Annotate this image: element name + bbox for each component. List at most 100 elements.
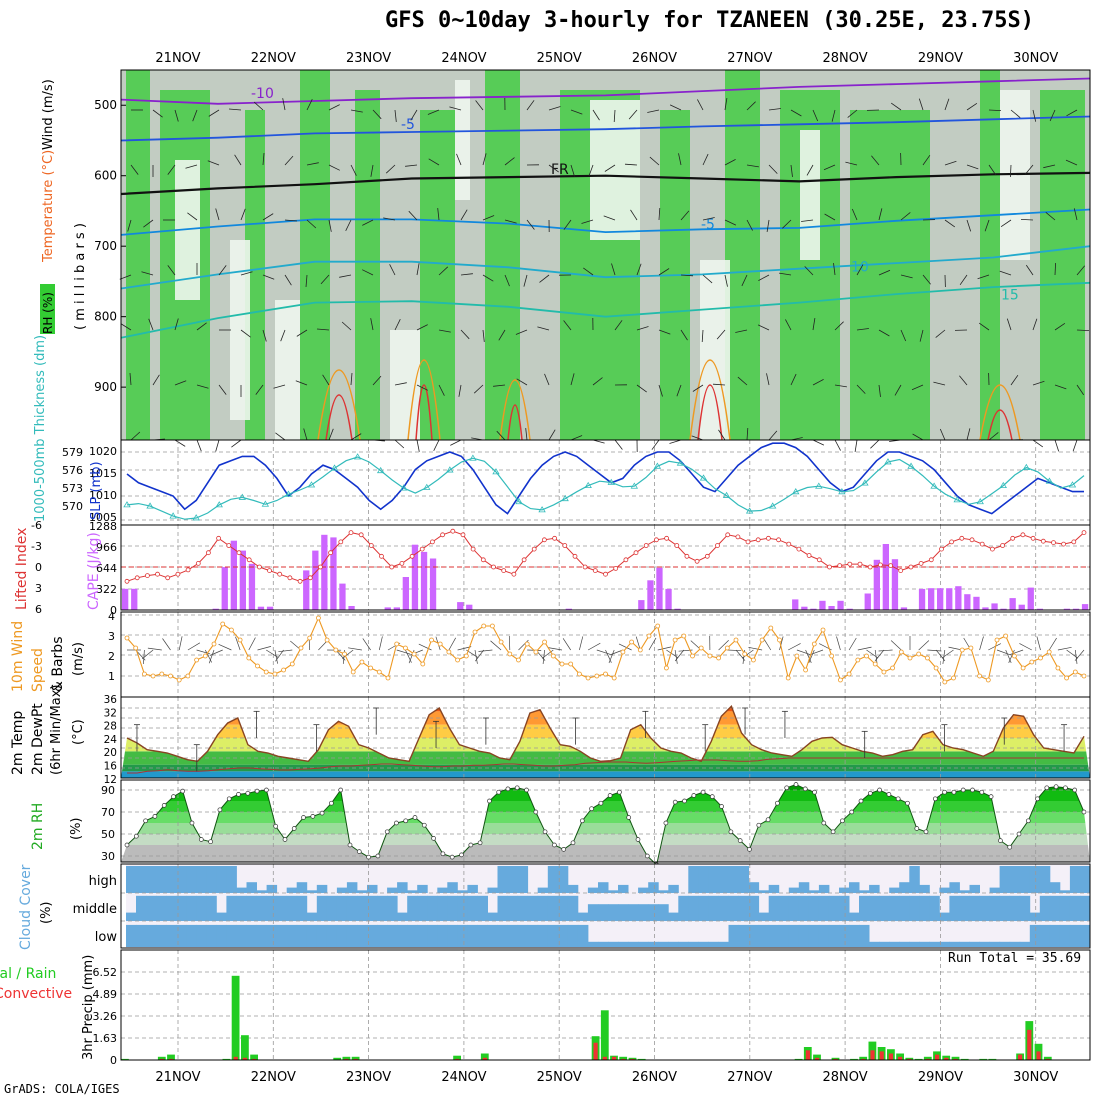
precip-total-bar <box>480 1053 489 1060</box>
date-label-top: 30NOV <box>1013 51 1058 66</box>
rh-axis-label: 2m RH <box>30 803 46 850</box>
wind-barb <box>262 329 267 342</box>
rh-marker <box>942 789 947 795</box>
surface-wind-barb <box>218 643 232 651</box>
wind-speed-marker <box>681 633 687 639</box>
wind-barb <box>185 164 198 169</box>
date-label-bottom: 23NOV <box>346 1070 391 1085</box>
cloud-cell <box>567 884 579 893</box>
lifted-index-marker <box>379 553 384 559</box>
wind-barb <box>482 153 487 166</box>
thickness-tick: 579 <box>62 446 83 459</box>
rh-marker <box>812 789 817 795</box>
wind-barb <box>322 374 330 386</box>
cloud-cell <box>909 866 920 893</box>
rh-light-band <box>455 80 470 200</box>
wind-speed-marker <box>829 653 835 659</box>
wind-barb <box>702 153 709 166</box>
rh-marker <box>431 836 436 841</box>
contour-label: -10 <box>251 86 274 102</box>
rh-marker <box>542 829 548 835</box>
cloud-cell <box>367 924 378 947</box>
cloud-cell <box>216 912 227 921</box>
cloud-cell <box>989 895 1001 921</box>
cape-tick: 322 <box>96 583 117 596</box>
temp-tick: 12 <box>104 774 117 786</box>
cloud-cell <box>437 887 448 893</box>
wind-barb <box>1032 380 1045 386</box>
wind-barb <box>143 219 154 228</box>
wind-speed-marker <box>524 641 530 647</box>
cloud-cell <box>839 924 850 947</box>
cloud-cell <box>527 924 539 947</box>
surface-wind-barb <box>141 649 154 660</box>
cloud-cell <box>276 924 288 947</box>
wind-barb <box>900 274 913 279</box>
wind-barb <box>350 109 363 113</box>
cloud-cell <box>567 924 579 947</box>
wind-speed-marker <box>446 649 452 655</box>
date-label-top: 25NOV <box>537 51 582 66</box>
rh-band <box>126 70 150 440</box>
wind-speed-marker <box>620 649 626 655</box>
wind-barb <box>604 164 616 172</box>
wind-barb <box>900 212 911 221</box>
thickness-marker <box>1068 481 1077 488</box>
wind-speed-marker <box>742 651 748 657</box>
wind-barb <box>370 318 374 331</box>
cloud-cell <box>156 866 167 893</box>
wind-barb <box>389 264 396 276</box>
lifted-index-marker <box>185 567 191 573</box>
wind-barb <box>856 384 866 394</box>
date-label-bottom: 29NOV <box>918 1070 963 1085</box>
cloud-cell <box>678 941 689 947</box>
rh-marker <box>607 793 613 798</box>
precip-convective-bar <box>870 1050 875 1060</box>
cloud-cell <box>377 924 388 947</box>
wind-barb <box>658 384 663 397</box>
wind-barb <box>428 158 440 166</box>
cape-bar <box>321 534 328 610</box>
rh-marker <box>254 788 260 794</box>
precip-total-bar <box>121 1058 129 1060</box>
rh-marker <box>951 789 957 795</box>
cloud-cell <box>828 895 840 921</box>
lifted-index-marker <box>389 564 395 570</box>
cloud-cell <box>567 895 579 921</box>
cape-bar <box>837 600 844 610</box>
thickness-marker <box>400 484 408 491</box>
wind-barb <box>280 329 286 342</box>
rh-marker <box>468 842 474 848</box>
cape-bar <box>1018 604 1025 610</box>
cape-bar <box>221 567 228 610</box>
wind-barb <box>804 266 814 276</box>
cloud-cell <box>1049 882 1061 893</box>
wind-barb <box>416 324 428 331</box>
rh-light-band <box>700 260 730 440</box>
wind-speed-marker <box>603 671 608 677</box>
precip-total-bar <box>896 1053 904 1060</box>
surface-wind-barb <box>1036 636 1041 651</box>
rh-light-band <box>800 130 820 260</box>
rh-light-band <box>590 100 640 240</box>
surface-wind-barb <box>996 649 1011 656</box>
cloud-cell <box>577 924 589 947</box>
wind-speed-marker <box>698 645 704 651</box>
wind-axis-label-1: 10m Wind <box>10 621 26 692</box>
rh-light-band <box>275 300 300 440</box>
cloud-cell <box>608 941 619 947</box>
temp-contour-warm <box>979 384 1021 441</box>
wind-speed-marker <box>202 653 208 659</box>
lifted-index-marker <box>470 546 476 552</box>
rh-band <box>355 90 380 440</box>
cloud-cell <box>658 904 669 921</box>
cloud-cell <box>457 895 468 921</box>
rh-marker <box>784 785 790 791</box>
temperature-line <box>126 705 1085 763</box>
surface-wind-barb <box>418 643 432 651</box>
pressure-tick: 600 <box>94 169 117 183</box>
cloud-cell <box>316 924 328 947</box>
cloud-cell <box>688 895 699 921</box>
cape-bar <box>466 604 473 610</box>
